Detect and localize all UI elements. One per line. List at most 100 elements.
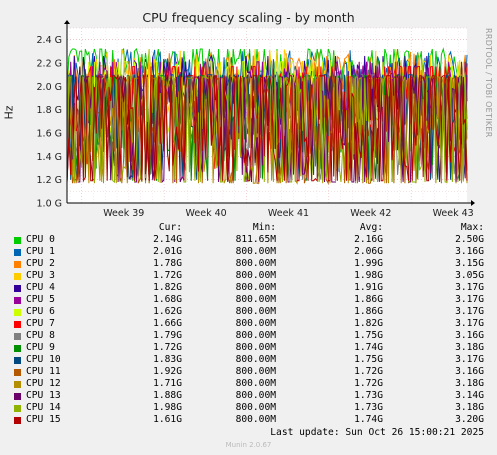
legend-row: CPU 10 1.83G 800.00M 1.75G 3.17G bbox=[0, 354, 497, 366]
max-value: 3.18G bbox=[455, 342, 484, 353]
min-value: 800.00M bbox=[235, 378, 276, 389]
legend-swatch bbox=[14, 345, 21, 352]
avg-value: 1.99G bbox=[354, 258, 383, 269]
legend-row: CPU 11 1.92G 800.00M 1.72G 3.16G bbox=[0, 366, 497, 378]
legend-row: CPU 3 1.72G 800.00M 1.98G 3.05G bbox=[0, 270, 497, 282]
y-tick-label: 2.4 G bbox=[37, 35, 63, 46]
munin-version: Munin 2.0.67 bbox=[225, 441, 272, 449]
legend-row: CPU 7 1.66G 800.00M 1.82G 3.17G bbox=[0, 318, 497, 330]
legend-swatch bbox=[14, 405, 21, 412]
y-tick-label: 2.2 G bbox=[37, 59, 63, 70]
series-name: CPU 7 bbox=[26, 318, 55, 329]
series-name: CPU 1 bbox=[26, 246, 55, 257]
avg-value: 1.91G bbox=[354, 282, 383, 293]
col-max-header: Max: bbox=[460, 222, 484, 233]
avg-value: 1.74G bbox=[354, 414, 383, 425]
avg-value: 1.72G bbox=[354, 378, 383, 389]
y-tick-label: 1.6 G bbox=[37, 129, 63, 140]
min-value: 800.00M bbox=[235, 366, 276, 377]
avg-value: 2.06G bbox=[354, 246, 383, 257]
avg-value: 1.73G bbox=[354, 390, 383, 401]
min-value: 800.00M bbox=[235, 342, 276, 353]
cur-value: 1.78G bbox=[153, 258, 182, 269]
max-value: 3.17G bbox=[455, 354, 484, 365]
legend-swatch bbox=[14, 261, 21, 268]
cur-value: 2.01G bbox=[153, 246, 182, 257]
legend-swatch bbox=[14, 393, 21, 400]
x-tick-label: Week 43 bbox=[433, 208, 474, 219]
series-name: CPU 6 bbox=[26, 306, 55, 317]
max-value: 3.18G bbox=[455, 402, 484, 413]
legend-row: CPU 0 2.14G 811.65M 2.16G 2.50G bbox=[0, 234, 497, 246]
cur-value: 1.68G bbox=[153, 294, 182, 305]
max-value: 3.17G bbox=[455, 294, 484, 305]
legend-swatch bbox=[14, 297, 21, 304]
cur-value: 1.98G bbox=[153, 402, 182, 413]
legend-swatch bbox=[14, 309, 21, 316]
legend-header: Cur: Min: Avg: Max: bbox=[0, 222, 497, 234]
legend-swatch bbox=[14, 333, 21, 340]
max-value: 3.14G bbox=[455, 390, 484, 401]
avg-value: 1.73G bbox=[354, 402, 383, 413]
y-tick-label: 1.0 G bbox=[37, 199, 63, 210]
cur-value: 1.83G bbox=[153, 354, 182, 365]
legend-row: CPU 2 1.78G 800.00M 1.99G 3.15G bbox=[0, 258, 497, 270]
col-cur-header: Cur: bbox=[158, 222, 182, 233]
x-tick-label: Week 42 bbox=[350, 208, 391, 219]
cur-value: 1.79G bbox=[153, 330, 182, 341]
legend-swatch bbox=[14, 381, 21, 388]
min-value: 800.00M bbox=[235, 258, 276, 269]
cur-value: 1.82G bbox=[153, 282, 182, 293]
max-value: 3.17G bbox=[455, 306, 484, 317]
avg-value: 1.86G bbox=[354, 294, 383, 305]
cur-value: 1.62G bbox=[153, 306, 182, 317]
axes: 1.0 G 1.2 G 1.4 G 1.6 G 1.8 G 2.0 G 2.2 G 2.4 G… bbox=[37, 20, 475, 219]
y-axis-arrow bbox=[64, 20, 70, 24]
avg-value: 1.75G bbox=[354, 330, 383, 341]
rrdtool-credit: RRDTOOL / TOBI OETIKER bbox=[484, 28, 493, 138]
col-avg-header: Avg: bbox=[359, 222, 383, 233]
chart-canvas: 1.0 G 1.2 G 1.4 G 1.6 G 1.8 G 2.0 G 2.2 G 2.4 G… bbox=[37, 20, 475, 219]
min-value: 800.00M bbox=[235, 354, 276, 365]
series-name: CPU 14 bbox=[26, 402, 61, 413]
series-name: CPU 9 bbox=[26, 342, 55, 353]
legend-swatch bbox=[14, 273, 21, 280]
min-value: 800.00M bbox=[235, 294, 276, 305]
max-value: 3.16G bbox=[455, 246, 484, 257]
legend-swatch bbox=[14, 357, 21, 364]
series-name: CPU 15 bbox=[26, 414, 61, 425]
x-tick-label: Week 40 bbox=[186, 208, 227, 219]
cur-value: 1.92G bbox=[153, 366, 182, 377]
chart-title: CPU frequency scaling - by month bbox=[142, 10, 355, 25]
series-name: CPU 12 bbox=[26, 378, 61, 389]
legend-swatch bbox=[14, 249, 21, 256]
min-value: 800.00M bbox=[235, 414, 276, 425]
legend-row: CPU 14 1.98G 800.00M 1.73G 3.18G bbox=[0, 402, 497, 414]
legend-swatch bbox=[14, 321, 21, 328]
series-name: CPU 3 bbox=[26, 270, 55, 281]
legend-row: CPU 4 1.82G 800.00M 1.91G 3.17G bbox=[0, 282, 497, 294]
legend-row: CPU 5 1.68G 800.00M 1.86G 3.17G bbox=[0, 294, 497, 306]
legend-row: CPU 1 2.01G 800.00M 2.06G 3.16G bbox=[0, 246, 497, 258]
last-update: Last update: Sun Oct 26 15:00:21 2025 bbox=[270, 427, 484, 438]
legend-swatch bbox=[14, 369, 21, 376]
min-value: 800.00M bbox=[235, 282, 276, 293]
avg-value: 1.72G bbox=[354, 366, 383, 377]
cur-value: 1.72G bbox=[153, 342, 182, 353]
avg-value: 1.75G bbox=[354, 354, 383, 365]
max-value: 2.50G bbox=[455, 234, 484, 245]
legend-row: CPU 8 1.79G 800.00M 1.75G 3.16G bbox=[0, 330, 497, 342]
x-axis-arrow bbox=[471, 200, 475, 206]
max-value: 3.16G bbox=[455, 366, 484, 377]
legend-row: CPU 13 1.88G 800.00M 1.73G 3.14G bbox=[0, 390, 497, 402]
series-name: CPU 0 bbox=[26, 234, 55, 245]
y-tick-label: 1.2 G bbox=[37, 175, 63, 186]
y-tick-label: 1.8 G bbox=[37, 105, 63, 116]
series-name: CPU 10 bbox=[26, 354, 61, 365]
max-value: 3.16G bbox=[455, 330, 484, 341]
min-value: 800.00M bbox=[235, 318, 276, 329]
avg-value: 1.74G bbox=[354, 342, 383, 353]
legend-row: CPU 12 1.71G 800.00M 1.72G 3.18G bbox=[0, 378, 497, 390]
col-min-header: Min: bbox=[252, 222, 276, 233]
series-name: CPU 5 bbox=[26, 294, 55, 305]
